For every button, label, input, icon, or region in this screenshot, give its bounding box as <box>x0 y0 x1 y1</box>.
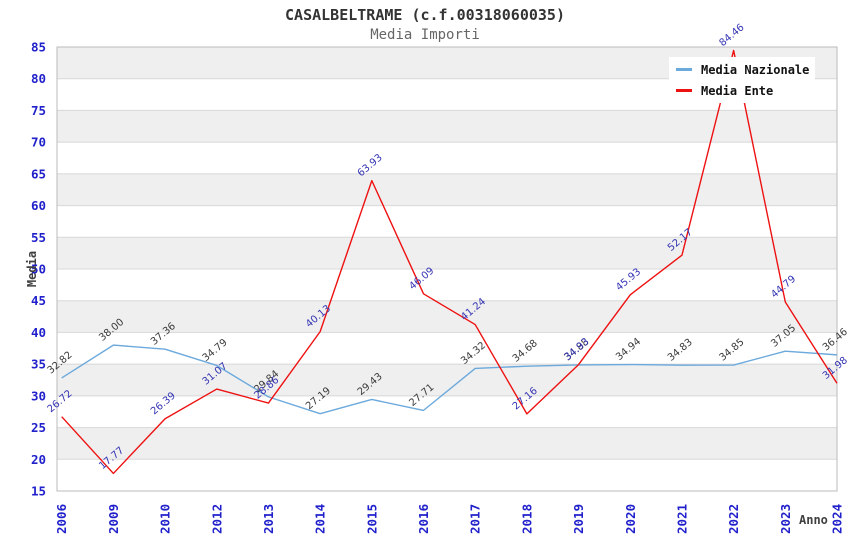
y-tick-label: 80 <box>31 71 46 86</box>
x-tick-label: 2022 <box>726 504 741 534</box>
plot-band <box>57 173 837 206</box>
x-tick-label: 2018 <box>519 504 534 534</box>
y-tick-label: 50 <box>31 262 46 277</box>
y-tick-label: 45 <box>31 293 46 308</box>
x-tick-label: 2012 <box>209 504 224 534</box>
data-point-label: 34.68 <box>511 338 540 365</box>
data-point-label: 34.83 <box>666 337 695 364</box>
legend: Media Nazionale Media Ente <box>669 57 815 103</box>
legend-label: Media Nazionale <box>701 62 810 77</box>
y-tick-label: 75 <box>31 103 46 118</box>
y-tick-label: 35 <box>31 357 46 372</box>
data-point-label: 84.46 <box>718 22 747 49</box>
data-point-label: 34.79 <box>201 337 230 364</box>
y-tick-label: 55 <box>31 230 46 245</box>
series-line-media-nazionale <box>61 344 838 415</box>
data-point-label: 34.85 <box>718 337 747 364</box>
chart-title: CASALBELTRAME (c.f.00318060035) <box>285 6 565 24</box>
legend-swatch-nazionale-icon <box>676 68 692 71</box>
y-tick-label: 70 <box>31 135 46 150</box>
legend-swatch-ente-icon <box>676 89 692 92</box>
x-tick-label: 2009 <box>106 504 121 534</box>
x-tick-label: 2021 <box>674 504 689 534</box>
x-tick-label: 2006 <box>54 504 69 534</box>
x-tick-label: 2019 <box>571 504 586 534</box>
y-tick-label: 25 <box>31 420 46 435</box>
chart-subtitle: Media Importi <box>370 27 480 43</box>
plot-band <box>57 300 837 333</box>
x-tick-label: 2015 <box>364 504 379 534</box>
data-point-label: 34.93 <box>562 336 591 363</box>
y-tick-label: 30 <box>31 388 46 403</box>
y-tick-label: 60 <box>31 198 46 213</box>
data-point-label: 34.94 <box>614 336 643 363</box>
x-tick-label: 2023 <box>778 504 793 534</box>
legend-item-media-ente: Media Ente <box>669 80 815 101</box>
x-tick-label: 2020 <box>623 504 638 534</box>
x-tick-label: 2016 <box>416 504 431 534</box>
y-tick-label: 85 <box>31 40 46 55</box>
x-tick-label: 2013 <box>261 504 276 534</box>
legend-item-media-nazionale: Media Nazionale <box>669 59 815 80</box>
series-line-media-ente <box>61 49 838 475</box>
y-tick-label: 20 <box>31 452 46 467</box>
y-axis-title: Media <box>25 250 40 288</box>
y-tick-label: 40 <box>31 325 46 340</box>
x-tick-label: 2017 <box>468 504 483 534</box>
data-point-label: 45.93 <box>614 266 643 293</box>
data-point-label: 34.32 <box>459 340 488 367</box>
x-axis-title: Anno <box>799 513 828 527</box>
y-tick-label: 65 <box>31 166 46 181</box>
x-tick-label: 2014 <box>313 504 328 534</box>
plot-band <box>57 110 837 143</box>
y-tick-label: 15 <box>31 484 46 499</box>
plot-band <box>57 237 837 269</box>
x-tick-label: 2010 <box>158 504 173 534</box>
plot-band <box>57 427 837 460</box>
legend-label: Media Ente <box>701 83 774 98</box>
plot-border <box>56 46 838 492</box>
x-tick-label: 2024 <box>830 504 845 534</box>
